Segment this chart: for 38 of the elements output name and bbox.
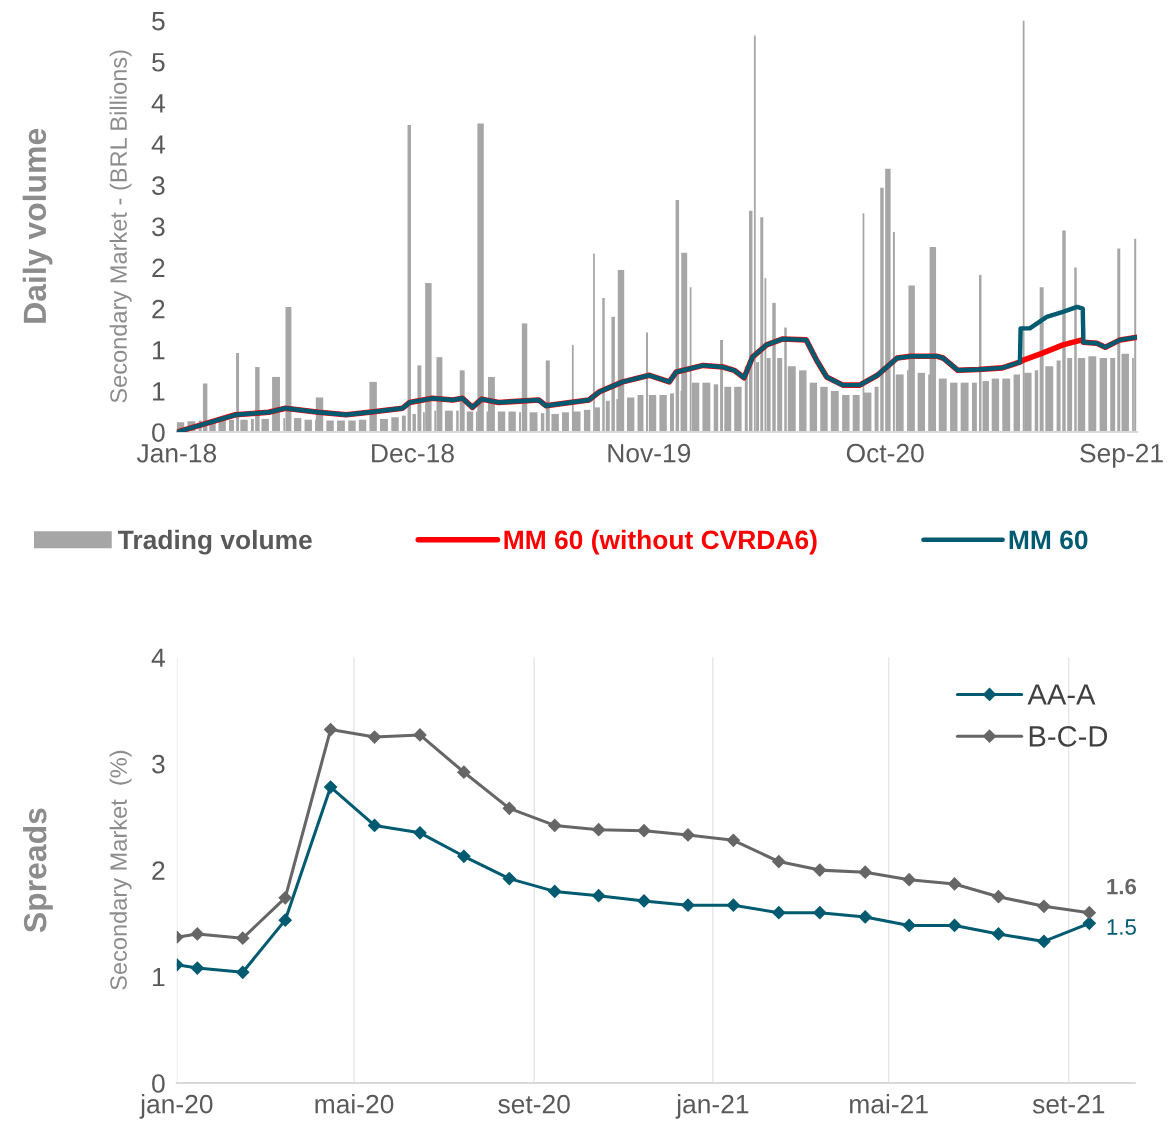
x-tick-label: set-21 — [1032, 1094, 1105, 1114]
y-tick-label: 3 — [152, 176, 165, 195]
y-tick-label: 4 — [151, 94, 165, 113]
y-tick-label: 5 — [152, 11, 165, 31]
legend-label: Trading volume — [118, 529, 312, 555]
legend-label: AA-A — [1027, 684, 1096, 705]
x-tick-label: mai-20 — [315, 1094, 394, 1114]
y-tick-label: 1 — [153, 967, 165, 987]
y-tick-label: 2 — [152, 258, 165, 278]
text: Daily volume — [22, 128, 53, 323]
x-tick-label: Nov-19 — [608, 443, 691, 463]
x-tick-label: set-20 — [498, 1094, 570, 1114]
legend-label: MM 60 — [1009, 530, 1088, 550]
x-tick-label: Oct-20 — [846, 443, 924, 463]
text: Spreads — [23, 808, 53, 933]
y-tick-label: 2 — [152, 861, 165, 880]
x-tick-label: jan-20 — [139, 1094, 213, 1119]
y-tick-label: 1 — [153, 341, 165, 360]
y-tick-label: 3 — [152, 217, 165, 237]
y-tick-label: 1 — [153, 382, 165, 401]
data-label: 1.6 — [1107, 878, 1137, 895]
y-tick-label: 2 — [152, 299, 165, 319]
legend-label: MM 60 (without CVRDA6) — [504, 529, 817, 555]
y-tick-label: 4 — [151, 648, 165, 667]
x-tick-label: Sep-21 — [1080, 443, 1163, 468]
legend-label: B-C-D — [1029, 726, 1108, 747]
y-tick-label: 3 — [152, 754, 165, 774]
y-tick-label: 4 — [151, 135, 165, 154]
x-tick-label: jan-21 — [675, 1094, 749, 1119]
x-tick-label: Dec-18 — [372, 443, 454, 463]
x-tick-label: Jan-18 — [136, 443, 217, 463]
y-axis-title: Secondary Market - (BRL Billions) — [109, 50, 132, 403]
y-tick-label: 0 — [152, 423, 165, 442]
y-axis-title: Secondary Market (%) — [109, 750, 132, 990]
data-label: 1.5 — [1107, 919, 1136, 935]
y-tick-label: 0 — [152, 1074, 165, 1093]
y-tick-label: 5 — [152, 53, 165, 72]
x-tick-label: mai-21 — [850, 1094, 928, 1114]
